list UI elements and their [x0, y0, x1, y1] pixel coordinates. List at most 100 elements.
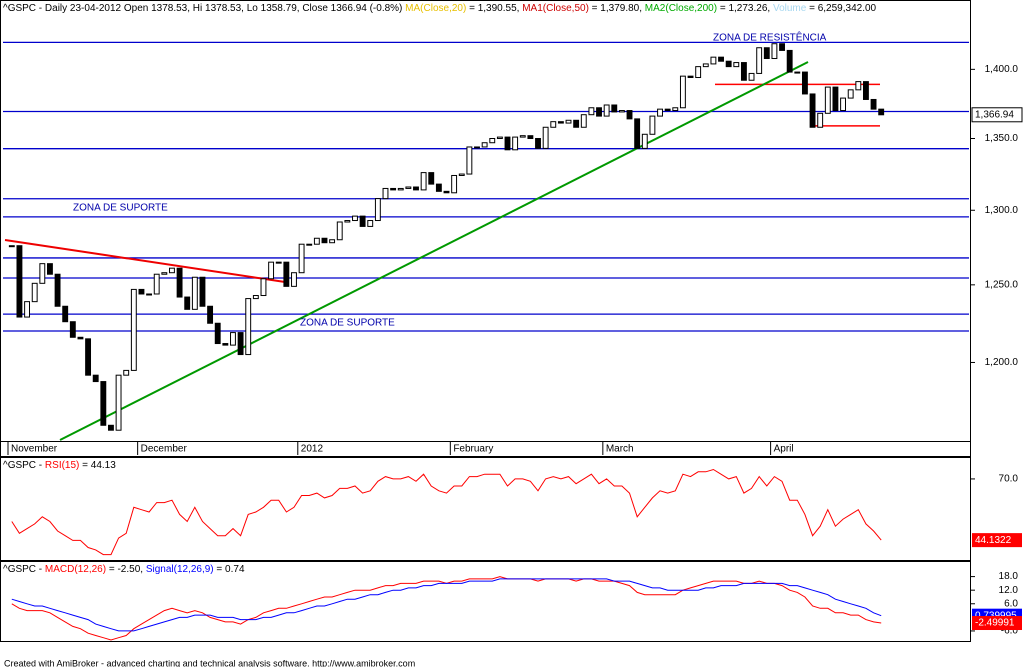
- series-line: [11, 468, 882, 556]
- last-value-label: -2.49991: [975, 618, 1015, 629]
- candle: [862, 81, 869, 100]
- candle: [153, 273, 160, 295]
- candle: [237, 332, 244, 356]
- title-part: MA1(Close,50): [522, 3, 589, 14]
- candle: [367, 220, 374, 227]
- candle: [108, 424, 114, 431]
- x-tick-label: December: [141, 444, 188, 455]
- candle: [291, 272, 297, 287]
- candle: [214, 322, 221, 345]
- candle: [298, 243, 305, 274]
- candle: [329, 239, 336, 244]
- candle: [207, 305, 214, 324]
- candle: [657, 108, 663, 117]
- y-tick-label: 1,300.0: [985, 205, 1019, 216]
- candle: [542, 126, 549, 149]
- trend-line: [4, 239, 286, 283]
- candle: [733, 62, 740, 68]
- candle: [390, 187, 397, 191]
- candle: [359, 215, 366, 227]
- candle: [611, 104, 618, 113]
- candle: [519, 135, 526, 138]
- candle: [840, 97, 846, 112]
- candle: [527, 135, 534, 139]
- y-tick-label: 1,350.0: [985, 133, 1019, 144]
- candle: [809, 93, 816, 128]
- candle: [702, 63, 709, 68]
- title-part: = 1,390.55,: [466, 3, 522, 14]
- y-tick-label: -6.0: [1001, 626, 1019, 637]
- candle: [801, 71, 808, 95]
- title-part: = -2.50,: [106, 564, 146, 575]
- candle: [878, 108, 885, 116]
- candle: [435, 183, 442, 192]
- candle: [832, 86, 839, 112]
- annotation: ZONA DE RESISTÊNCIA: [713, 31, 827, 44]
- candle: [344, 220, 351, 223]
- candle: [870, 98, 877, 110]
- candle: [115, 374, 122, 431]
- candle: [69, 321, 76, 338]
- candle: [100, 381, 107, 426]
- candle: [397, 187, 404, 191]
- last-value-label: 0.739995: [975, 610, 1017, 621]
- candle: [230, 332, 236, 346]
- title-part: = 0.74: [214, 564, 245, 575]
- series-line: [11, 578, 882, 632]
- candle: [618, 110, 625, 113]
- candle: [161, 272, 168, 275]
- title-part: = 1,379.80,: [589, 3, 645, 14]
- candle: [191, 276, 198, 310]
- candle: [336, 221, 343, 241]
- x-tick-label: April: [774, 444, 794, 455]
- y-tick-label: 1,250.0: [985, 279, 1019, 290]
- candle: [283, 261, 290, 287]
- y-tick-label: 1,400.0: [985, 64, 1019, 75]
- title-part: MA2(Close,200): [645, 3, 717, 14]
- y-tick-label: 18.0: [999, 571, 1019, 582]
- candle: [268, 261, 275, 280]
- levels: [3, 41, 969, 332]
- candle: [352, 215, 358, 222]
- candle: [496, 136, 503, 139]
- candle: [756, 47, 763, 74]
- candle: [466, 146, 473, 175]
- footer: Created with AmiBroker - advanced charti…: [4, 658, 415, 667]
- candle: [313, 237, 320, 245]
- title-part: = 1,273.26,: [717, 3, 773, 14]
- price-panel: [0, 0, 971, 457]
- candle: [481, 142, 488, 148]
- candle: [16, 245, 23, 318]
- candle: [77, 336, 84, 340]
- x-tick-label: March: [606, 444, 634, 455]
- candle: [626, 110, 633, 120]
- candle: [580, 114, 587, 128]
- candle: [31, 282, 38, 303]
- candle: [24, 301, 31, 318]
- candle: [504, 136, 511, 151]
- last-value-box: [972, 616, 1022, 631]
- candle: [786, 49, 793, 73]
- candle: [603, 104, 610, 117]
- title-part: MACD(12,26): [45, 564, 106, 575]
- candle: [245, 298, 252, 356]
- candle: [535, 137, 541, 149]
- trend-line: [59, 61, 809, 441]
- annotation: ZONA DE SUPORTE: [73, 203, 168, 214]
- title-part: ^GSPC - Daily 23-04-2012 Open 1378.53, H…: [3, 3, 405, 14]
- candle: [573, 119, 580, 128]
- candle: [588, 107, 595, 116]
- annotation: ZONA DE SUPORTE: [300, 318, 395, 329]
- candle: [664, 108, 671, 112]
- candle: [550, 121, 557, 128]
- x-tick-label: February: [453, 444, 493, 455]
- candle: [405, 186, 412, 189]
- candle: [718, 56, 724, 62]
- candle: [306, 243, 313, 246]
- candle: [176, 267, 183, 298]
- candle: [710, 56, 717, 65]
- title-part: ^GSPC -: [3, 564, 45, 575]
- panel-title: ^GSPC - RSI(15) = 44.13: [3, 460, 116, 471]
- candle: [725, 60, 732, 68]
- candle: [85, 338, 92, 376]
